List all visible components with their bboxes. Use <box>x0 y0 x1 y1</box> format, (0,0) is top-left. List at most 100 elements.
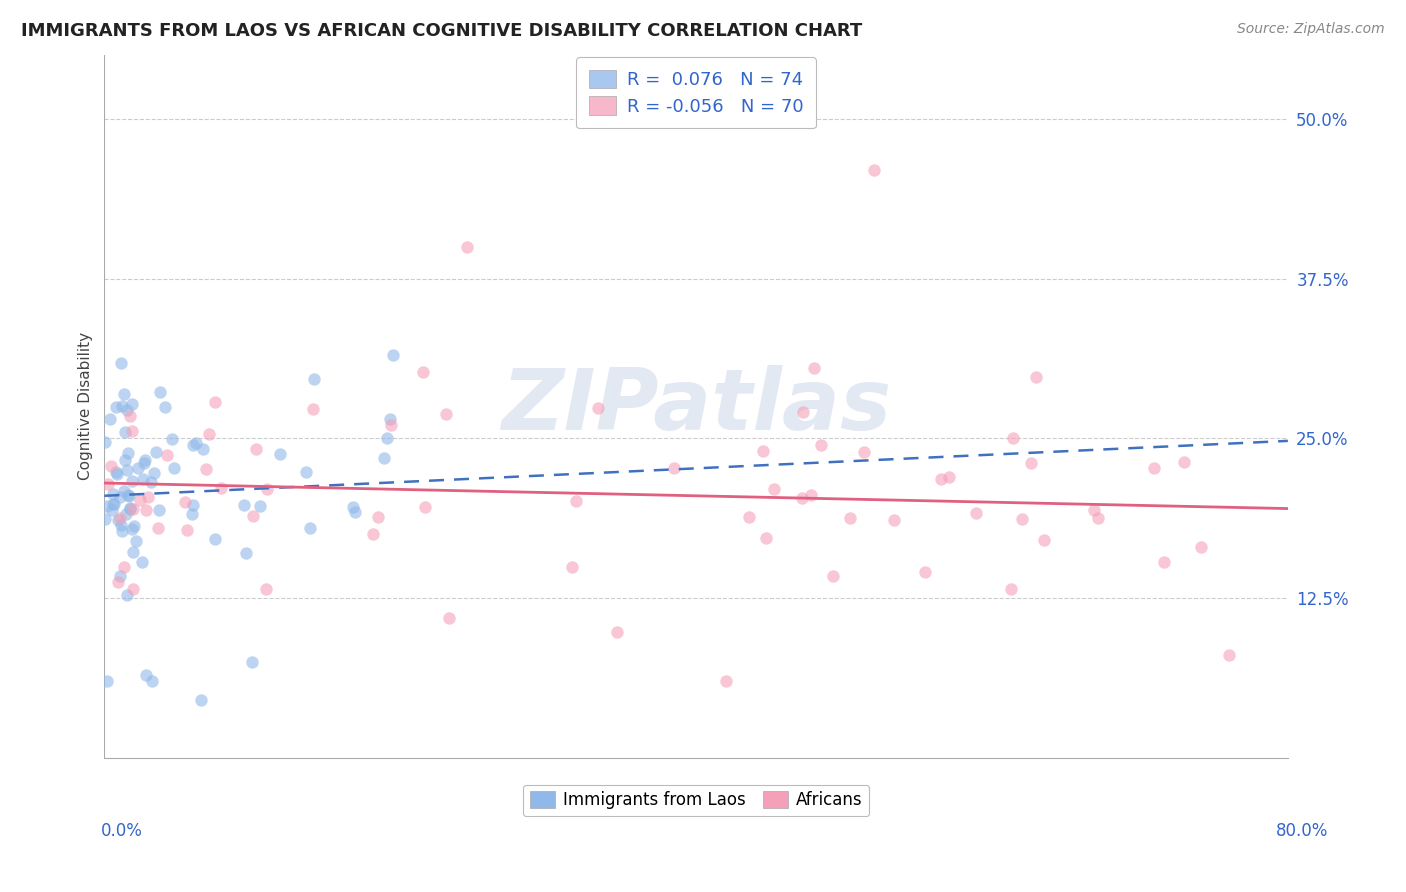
Point <box>118 501 141 516</box>
Point <box>117 488 139 502</box>
Point <box>737 510 759 524</box>
Point <box>803 361 825 376</box>
Text: 80.0%: 80.0% <box>1277 822 1329 840</box>
Point <box>437 611 460 625</box>
Point <box>135 667 157 681</box>
Point <box>434 407 457 421</box>
Point <box>1001 431 1024 445</box>
Point <box>121 522 143 536</box>
Point <box>104 400 127 414</box>
Point <box>1021 456 1043 470</box>
Point <box>342 500 364 514</box>
Point <box>1189 540 1212 554</box>
Point <box>160 432 183 446</box>
Point <box>245 442 267 456</box>
Text: 0.0%: 0.0% <box>101 822 143 840</box>
Point <box>105 467 128 481</box>
Point <box>586 401 609 415</box>
Point <box>839 511 862 525</box>
Point <box>1033 533 1056 548</box>
Point <box>100 503 122 517</box>
Point <box>121 424 143 438</box>
Point <box>94 511 117 525</box>
Point <box>97 477 120 491</box>
Point <box>1025 370 1047 384</box>
Point <box>112 560 135 574</box>
Point <box>299 521 322 535</box>
Point <box>121 475 143 489</box>
Point <box>127 460 149 475</box>
Point <box>114 425 136 439</box>
Point <box>233 498 256 512</box>
Y-axis label: Cognitive Disability: Cognitive Disability <box>79 333 93 481</box>
Point <box>209 481 232 495</box>
Point <box>110 356 132 370</box>
Point <box>174 495 197 509</box>
Point <box>792 404 814 418</box>
Point <box>105 465 128 479</box>
Point <box>108 511 131 525</box>
Point <box>800 488 823 502</box>
Point <box>965 507 987 521</box>
Point <box>94 435 117 450</box>
Point <box>135 503 157 517</box>
Point <box>141 475 163 489</box>
Point <box>821 568 844 582</box>
Point <box>118 490 141 504</box>
Point <box>197 426 219 441</box>
Point <box>181 507 204 521</box>
Point <box>108 490 131 504</box>
Point <box>853 444 876 458</box>
Point <box>1000 582 1022 596</box>
Point <box>115 463 138 477</box>
Point <box>115 588 138 602</box>
Point <box>122 518 145 533</box>
Point <box>121 582 143 596</box>
Point <box>111 399 134 413</box>
Point <box>107 513 129 527</box>
Point <box>122 501 145 516</box>
Point <box>120 502 142 516</box>
Point <box>1087 510 1109 524</box>
Point <box>149 385 172 400</box>
Point <box>114 453 136 467</box>
Point <box>181 498 204 512</box>
Point <box>176 524 198 538</box>
Point <box>110 568 132 582</box>
Point <box>883 513 905 527</box>
Point <box>131 555 153 569</box>
Point <box>344 505 367 519</box>
Point <box>143 466 166 480</box>
Point <box>128 492 150 507</box>
Point <box>184 435 207 450</box>
Point <box>107 574 129 589</box>
Point <box>381 348 404 362</box>
Point <box>1143 461 1166 475</box>
Point <box>1083 502 1105 516</box>
Point <box>114 508 136 522</box>
Point <box>112 386 135 401</box>
Point <box>148 503 170 517</box>
Point <box>153 400 176 414</box>
Point <box>121 397 143 411</box>
Point <box>938 470 960 484</box>
Point <box>380 417 402 432</box>
Point <box>295 466 318 480</box>
Point <box>112 484 135 499</box>
Point <box>254 582 277 596</box>
Text: Source: ZipAtlas.com: Source: ZipAtlas.com <box>1237 22 1385 37</box>
Point <box>361 527 384 541</box>
Point <box>456 240 478 254</box>
Point <box>1011 511 1033 525</box>
Point <box>564 493 586 508</box>
Point <box>141 673 163 688</box>
Point <box>103 497 125 511</box>
Point <box>132 456 155 470</box>
Point <box>155 448 177 462</box>
Point <box>412 365 434 379</box>
Point <box>755 531 778 545</box>
Point <box>752 443 775 458</box>
Point <box>204 533 226 547</box>
Point <box>1218 648 1240 663</box>
Text: IMMIGRANTS FROM LAOS VS AFRICAN COGNITIVE DISABILITY CORRELATION CHART: IMMIGRANTS FROM LAOS VS AFRICAN COGNITIV… <box>21 22 862 40</box>
